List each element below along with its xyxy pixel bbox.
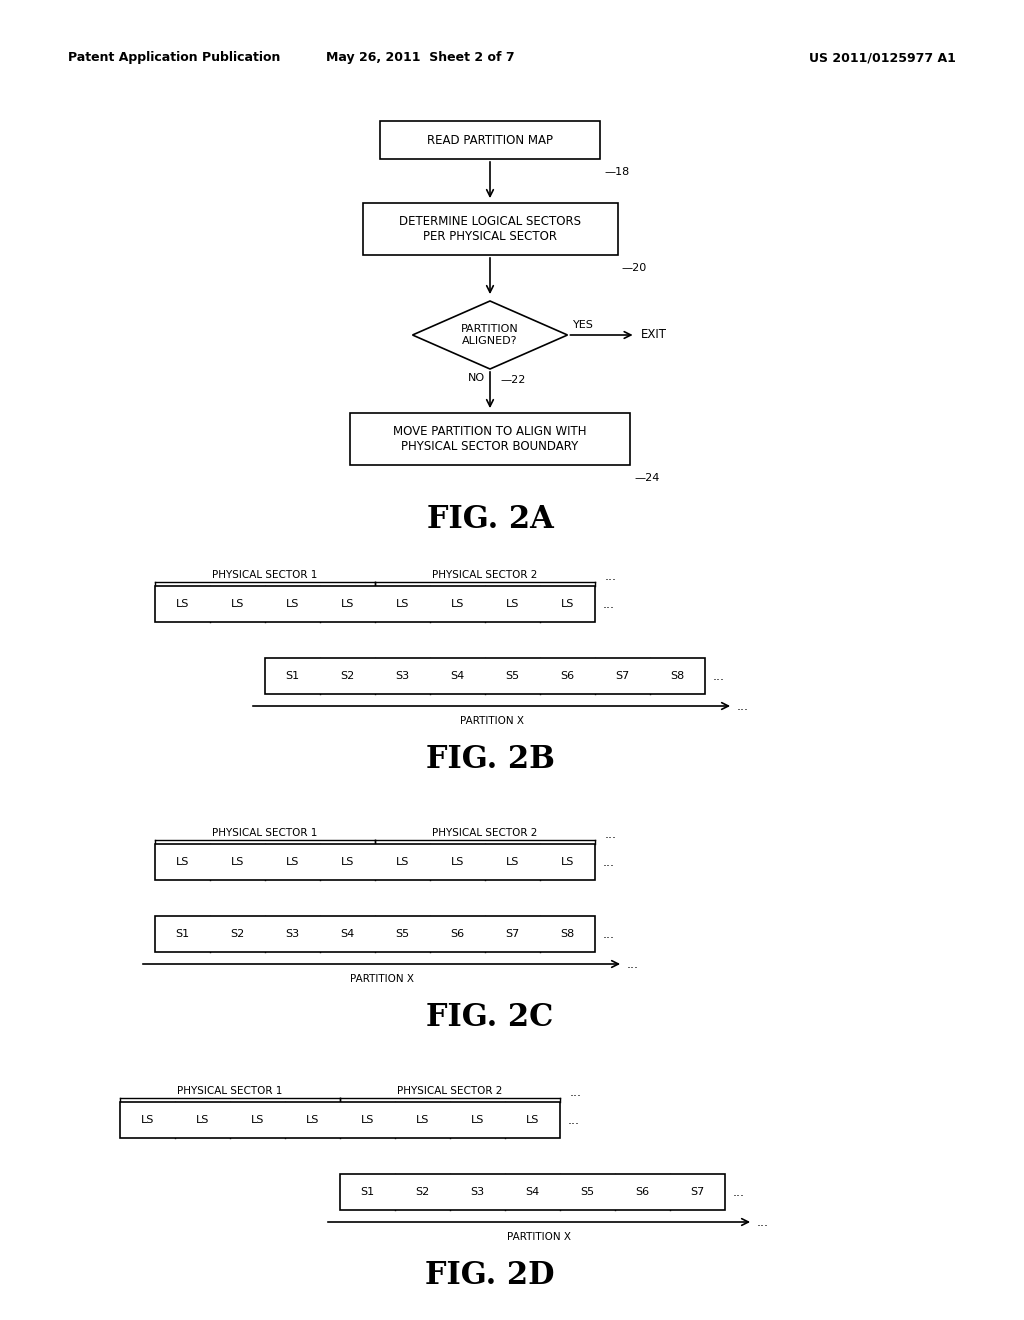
Text: S6: S6 [451,929,465,939]
Text: S1: S1 [360,1187,375,1197]
Text: PARTITION X: PARTITION X [507,1232,571,1242]
Text: LS: LS [196,1115,209,1125]
Text: —18: —18 [604,168,630,177]
Text: PARTITION X: PARTITION X [349,974,414,983]
Text: —22: —22 [500,375,525,385]
Text: S6: S6 [560,671,574,681]
Text: MOVE PARTITION TO ALIGN WITH
PHYSICAL SECTOR BOUNDARY: MOVE PARTITION TO ALIGN WITH PHYSICAL SE… [393,425,587,453]
Text: US 2011/0125977 A1: US 2011/0125977 A1 [809,51,956,65]
Text: FIG. 2B: FIG. 2B [426,744,554,775]
Text: S4: S4 [525,1187,540,1197]
Text: S1: S1 [286,671,300,681]
FancyBboxPatch shape [155,843,595,880]
Text: S8: S8 [671,671,685,681]
Text: —24: —24 [634,473,659,483]
Text: LS: LS [230,599,244,609]
Text: LS: LS [176,857,189,867]
Text: S8: S8 [560,929,574,939]
Text: S3: S3 [470,1187,484,1197]
Text: LS: LS [286,857,299,867]
Text: PHYSICAL SECTOR 1: PHYSICAL SECTOR 1 [212,828,317,838]
Text: LS: LS [230,857,244,867]
Text: LS: LS [306,1115,319,1125]
Text: FIG. 2D: FIG. 2D [425,1261,555,1291]
Text: S4: S4 [451,671,465,681]
FancyBboxPatch shape [155,916,595,952]
FancyBboxPatch shape [340,1173,725,1210]
Text: ...: ... [627,957,639,970]
Text: LS: LS [396,857,410,867]
Text: LS: LS [286,599,299,609]
Text: LS: LS [561,599,574,609]
Text: LS: LS [416,1115,429,1125]
Text: LS: LS [525,1115,540,1125]
Text: LS: LS [360,1115,374,1125]
Text: ...: ... [605,828,617,841]
Text: LS: LS [141,1115,155,1125]
Polygon shape [413,301,567,370]
FancyBboxPatch shape [265,657,705,694]
Text: S3: S3 [286,929,300,939]
Text: LS: LS [506,599,519,609]
Text: S2: S2 [340,671,354,681]
Text: PARTITION
ALIGNED?: PARTITION ALIGNED? [461,325,519,346]
Text: PHYSICAL SECTOR 2: PHYSICAL SECTOR 2 [397,1086,503,1096]
Text: DETERMINE LOGICAL SECTORS
PER PHYSICAL SECTOR: DETERMINE LOGICAL SECTORS PER PHYSICAL S… [399,215,581,243]
Text: LS: LS [251,1115,264,1125]
Text: NO: NO [468,374,485,383]
Text: S7: S7 [506,929,519,939]
Text: S2: S2 [416,1187,430,1197]
Text: ...: ... [605,570,617,583]
Text: LS: LS [341,599,354,609]
Text: ...: ... [603,928,615,940]
Text: S6: S6 [636,1187,649,1197]
Text: PHYSICAL SECTOR 2: PHYSICAL SECTOR 2 [432,570,538,579]
Text: May 26, 2011  Sheet 2 of 7: May 26, 2011 Sheet 2 of 7 [326,51,514,65]
Text: S4: S4 [340,929,354,939]
Text: Patent Application Publication: Patent Application Publication [68,51,281,65]
Text: LS: LS [451,857,464,867]
Text: —20: —20 [622,263,647,273]
Text: S5: S5 [581,1187,595,1197]
FancyBboxPatch shape [120,1102,560,1138]
Text: PARTITION X: PARTITION X [460,715,523,726]
Text: S2: S2 [230,929,245,939]
Text: S1: S1 [175,929,189,939]
Text: ...: ... [603,598,615,610]
Text: ...: ... [568,1114,580,1126]
Text: ...: ... [733,1185,745,1199]
Text: LS: LS [471,1115,484,1125]
Text: LS: LS [396,599,410,609]
Text: S5: S5 [395,929,410,939]
FancyBboxPatch shape [155,586,595,622]
FancyBboxPatch shape [380,121,600,158]
Text: EXIT: EXIT [640,329,667,342]
Text: LS: LS [506,857,519,867]
Text: ...: ... [713,669,725,682]
Text: S7: S7 [615,671,630,681]
Text: ...: ... [603,855,615,869]
Text: PHYSICAL SECTOR 1: PHYSICAL SECTOR 1 [177,1086,283,1096]
Text: LS: LS [451,599,464,609]
Text: FIG. 2A: FIG. 2A [427,504,553,536]
Text: S7: S7 [690,1187,705,1197]
FancyBboxPatch shape [362,203,617,255]
Text: S5: S5 [506,671,519,681]
Text: FIG. 2C: FIG. 2C [426,1002,554,1034]
Text: PHYSICAL SECTOR 2: PHYSICAL SECTOR 2 [432,828,538,838]
Text: YES: YES [572,319,593,330]
Text: PHYSICAL SECTOR 1: PHYSICAL SECTOR 1 [212,570,317,579]
Text: ...: ... [757,1216,769,1229]
Text: ...: ... [570,1086,582,1100]
FancyBboxPatch shape [350,413,630,465]
Text: LS: LS [561,857,574,867]
Text: LS: LS [341,857,354,867]
Text: LS: LS [176,599,189,609]
Text: S3: S3 [395,671,410,681]
Text: ...: ... [737,700,749,713]
Text: READ PARTITION MAP: READ PARTITION MAP [427,133,553,147]
